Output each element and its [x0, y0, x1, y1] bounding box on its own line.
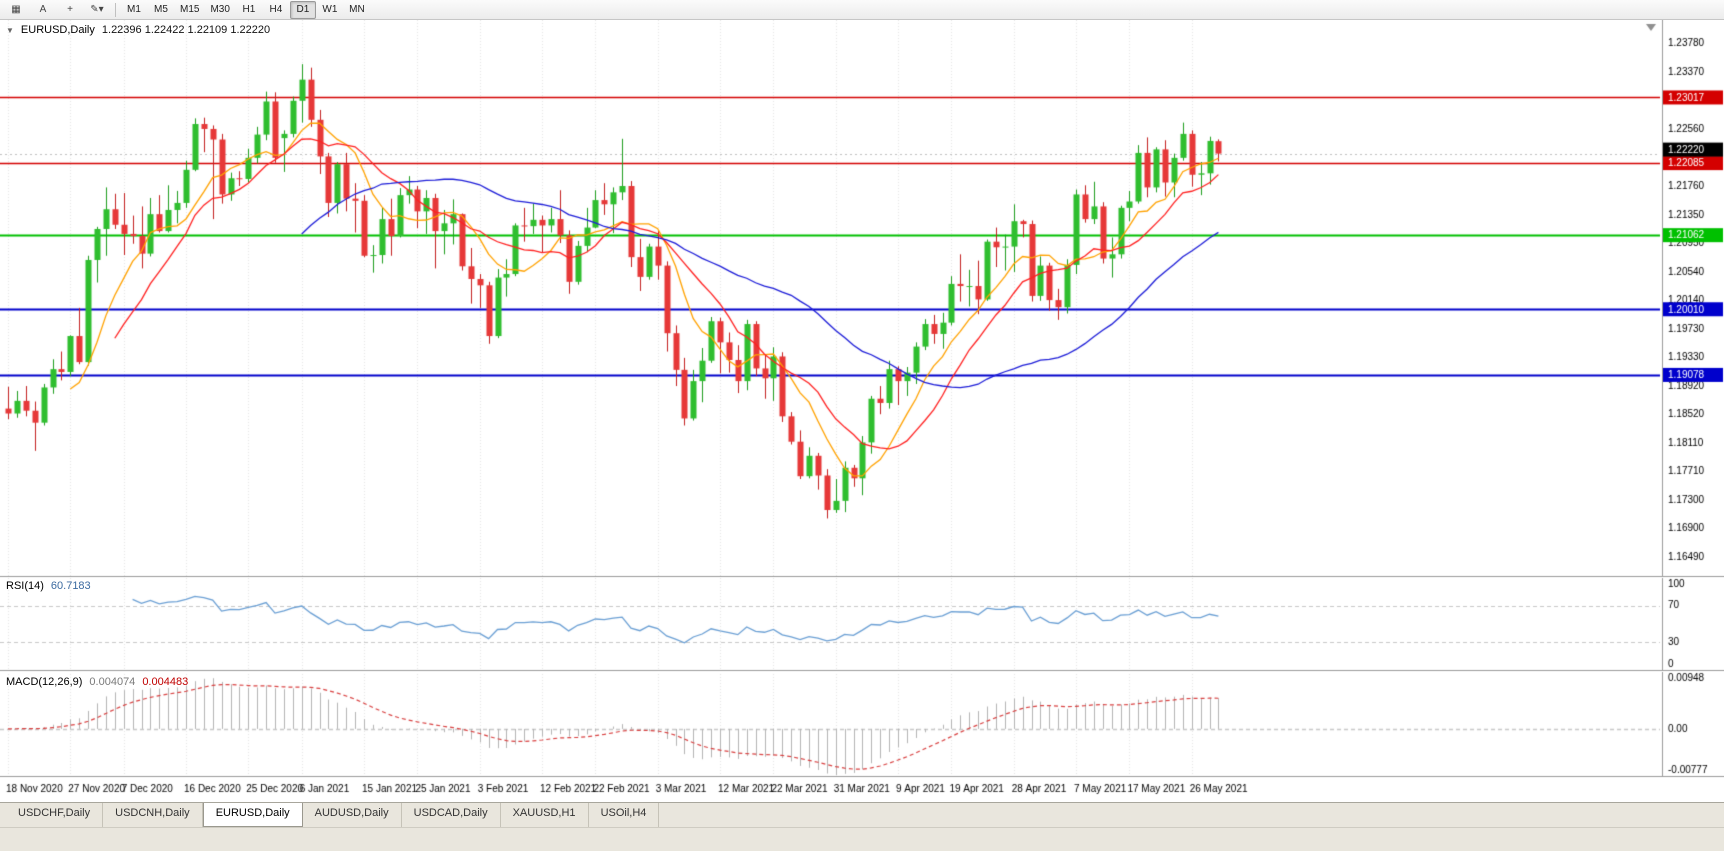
- toolbar: ▦ A + ✎▾ M1 M5 M15 M30 H1 H4 D1 W1 MN: [0, 0, 1724, 20]
- chart-tab-eurusd[interactable]: EURUSD,Daily: [202, 803, 303, 827]
- timeframe-buttons-group: M1 M5 M15 M30 H1 H4 D1 W1 MN: [121, 0, 370, 19]
- chart-tab-usdchf[interactable]: USDCHF,Daily: [6, 803, 104, 827]
- tile-windows-icon[interactable]: ▦: [11, 3, 21, 15]
- draw-tools-icon[interactable]: ✎▾: [90, 3, 104, 15]
- toolbar-tools-group: ▦ A + ✎▾: [3, 1, 110, 19]
- timeframe-button-m1[interactable]: M1: [127, 3, 141, 15]
- timeframe-button-m15[interactable]: M15: [180, 3, 200, 15]
- timeframe-button-h4[interactable]: H4: [269, 3, 283, 15]
- collapse-chart-icon[interactable]: ▼: [6, 25, 14, 35]
- chart-tab-usoil[interactable]: USOil,H4: [589, 803, 660, 827]
- timeframe-button-m30[interactable]: M30: [210, 3, 230, 15]
- chart-area[interactable]: ▼ EURUSD,Daily 1.22396 1.22422 1.22109 1…: [0, 20, 1724, 802]
- chart-tabs-bar: USDCHF,Daily USDCNH,Daily EURUSD,Daily AUDU…: [0, 802, 1724, 827]
- toolbar-separator: [115, 2, 116, 17]
- status-bar: [0, 827, 1724, 851]
- chart-tab-usdcnh[interactable]: USDCNH,Daily: [103, 803, 203, 827]
- chart-tab-xauusd[interactable]: XAUUSD,H1: [501, 803, 589, 827]
- crosshair-icon[interactable]: +: [67, 3, 73, 15]
- text-annotation-icon[interactable]: A: [39, 3, 47, 15]
- timeframe-button-d1[interactable]: D1: [289, 0, 316, 19]
- timeframe-button-w1[interactable]: W1: [322, 3, 338, 15]
- price-chart-canvas[interactable]: [0, 20, 1724, 802]
- chart-tab-usdcad[interactable]: USDCAD,Daily: [402, 803, 501, 827]
- chart-tab-audusd[interactable]: AUDUSD,Daily: [303, 803, 402, 827]
- timeframe-button-h1[interactable]: H1: [242, 3, 256, 15]
- timeframe-button-mn[interactable]: MN: [349, 3, 365, 15]
- timeframe-button-m5[interactable]: M5: [154, 3, 168, 15]
